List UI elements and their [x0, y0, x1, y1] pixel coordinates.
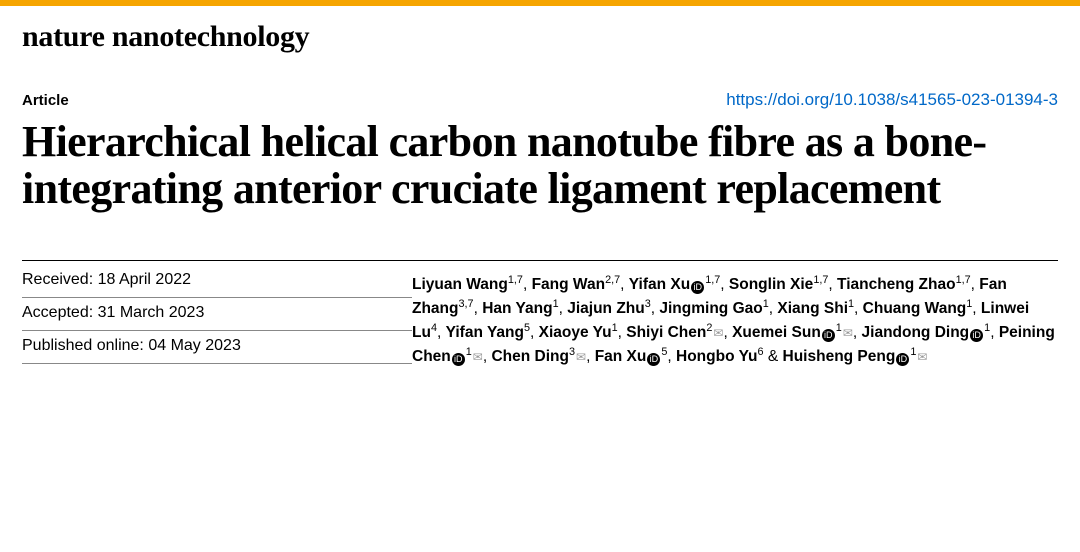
authors-list: Liyuan Wang1,7, Fang Wan2,7, Yifan XuiD1… [412, 271, 1058, 369]
author-affiliation: 1,7 [705, 274, 720, 286]
author-name: Jingming Gao [659, 300, 762, 317]
envelope-icon[interactable]: ✉ [843, 324, 853, 343]
author-affiliation: 1 [910, 346, 916, 358]
article-label: Article [22, 92, 69, 109]
accepted-line: Accepted: 31 March 2023 [22, 298, 412, 331]
orcid-icon[interactable]: iD [647, 353, 660, 366]
received-value: 18 April 2022 [98, 271, 191, 288]
author-affiliation: 1,7 [956, 274, 971, 286]
author-name: Liyuan Wang [412, 276, 508, 293]
author-affiliation: 1 [553, 298, 559, 310]
orcid-icon[interactable]: iD [691, 281, 704, 294]
author-name: Xiaoye Yu [539, 324, 612, 341]
author-name: Xiang Shi [777, 300, 848, 317]
author-affiliation: 1 [966, 298, 972, 310]
orcid-icon[interactable]: iD [970, 329, 983, 342]
received-label: Received: [22, 271, 93, 288]
orcid-icon[interactable]: iD [822, 329, 835, 342]
published-value: 04 May 2023 [148, 337, 241, 354]
author-affiliation: 1,7 [813, 274, 828, 286]
author-affiliation: 3 [645, 298, 651, 310]
author-affiliation: 3,7 [459, 298, 474, 310]
author-affiliation: 1 [984, 322, 990, 334]
envelope-icon[interactable]: ✉ [917, 348, 927, 367]
author-name: Chen Ding [491, 348, 569, 365]
author-name: Xuemei Sun [732, 324, 821, 341]
envelope-icon[interactable]: ✉ [713, 324, 723, 343]
doi-link[interactable]: https://doi.org/10.1038/s41565-023-01394… [726, 90, 1058, 110]
envelope-icon[interactable]: ✉ [473, 348, 483, 367]
author-name: Fan Xu [595, 348, 647, 365]
author-name: Jiajun Zhu [567, 300, 645, 317]
author-name: Shiyi Chen [626, 324, 706, 341]
author-affiliation: 1 [848, 298, 854, 310]
author-affiliation: 4 [431, 322, 437, 334]
accepted-value: 31 March 2023 [98, 304, 205, 321]
article-title: Hierarchical helical carbon nanotube fib… [0, 110, 1080, 212]
received-line: Received: 18 April 2022 [22, 271, 412, 298]
author-name: Fang Wan [532, 276, 605, 293]
author-name: Songlin Xie [729, 276, 813, 293]
author-affiliation: 1 [466, 346, 472, 358]
dates-column: Received: 18 April 2022 Accepted: 31 Mar… [22, 271, 412, 369]
meta-row: Received: 18 April 2022 Accepted: 31 Mar… [0, 261, 1080, 369]
author-affiliation: 1 [836, 322, 842, 334]
published-line: Published online: 04 May 2023 [22, 331, 412, 364]
author-affiliation: 5 [661, 346, 667, 358]
envelope-icon[interactable]: ✉ [576, 348, 586, 367]
accepted-label: Accepted: [22, 304, 93, 321]
author-name: Huisheng Peng [783, 348, 896, 365]
published-label: Published online: [22, 337, 144, 354]
section-row: Article https://doi.org/10.1038/s41565-0… [0, 54, 1080, 110]
author-affiliation: 1 [612, 322, 618, 334]
author-affiliation: 1,7 [508, 274, 523, 286]
author-name: Jiandong Ding [862, 324, 970, 341]
author-affiliation: 2,7 [605, 274, 620, 286]
author-name: Yifan Xu [629, 276, 690, 293]
orcid-icon[interactable]: iD [452, 353, 465, 366]
author-name: Chuang Wang [863, 300, 967, 317]
journal-name: nature nanotechnology [0, 6, 1080, 54]
author-affiliation: 2 [706, 322, 712, 334]
author-affiliation: 5 [524, 322, 530, 334]
author-affiliation: 3 [569, 346, 575, 358]
author-name: Hongbo Yu [676, 348, 758, 365]
author-name: Yifan Yang [446, 324, 524, 341]
author-affiliation: 6 [758, 346, 764, 358]
author-affiliation: 1 [763, 298, 769, 310]
author-name: Han Yang [482, 300, 552, 317]
author-name: Tiancheng Zhao [837, 276, 956, 293]
orcid-icon[interactable]: iD [896, 353, 909, 366]
